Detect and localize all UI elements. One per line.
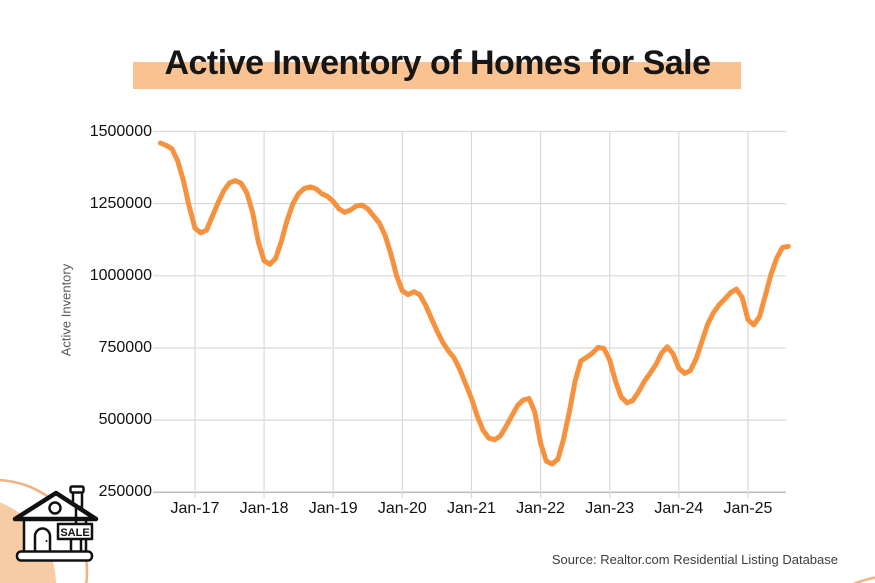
door-icon — [33, 527, 52, 555]
sale-sign-board — [56, 522, 94, 541]
chimney-cap-icon — [69, 485, 85, 494]
x-axis-tick-label: Jan-21 — [446, 500, 496, 517]
y-axis-tick-label: 1000000 — [89, 266, 152, 284]
round-window-icon — [48, 501, 62, 515]
x-axis-tick-label: Jan-23 — [585, 500, 635, 517]
x-axis-tick-label: Jan-20 — [377, 500, 427, 517]
y-axis-tick-label: 1500000 — [89, 122, 152, 140]
blob-arc-outline — [0, 478, 89, 583]
sale-sign-text: SALE — [60, 527, 89, 539]
page-title: Active Inventory of Homes for Sale — [164, 44, 711, 82]
x-axis-tick-label: Jan-25 — [723, 500, 773, 517]
title-highlight-bar — [133, 62, 741, 89]
house-base-icon — [15, 550, 94, 562]
y-axis-tick-label: 250000 — [98, 483, 152, 501]
y-axis-tick-label: 1250000 — [89, 194, 152, 212]
x-axis-tick-label: Jan-17 — [170, 500, 220, 517]
house-sale-icon: SALE — [12, 485, 99, 562]
x-axis-tick-label: Jan-24 — [654, 500, 704, 517]
source-caption: Source: Realtor.com Residential Listing … — [551, 552, 838, 567]
x-axis-tick-label: Jan-22 — [516, 500, 566, 517]
door-handle-icon — [45, 540, 48, 542]
inventory-series-line — [157, 140, 791, 467]
x-axis-tick-label: Jan-19 — [308, 500, 358, 517]
y-axis-tick-label: 500000 — [98, 411, 152, 429]
y-axis-tick-label: 750000 — [98, 338, 152, 356]
y-axis-title: Active Inventory — [58, 263, 74, 357]
x-axis-tick-label: Jan-18 — [239, 500, 289, 517]
